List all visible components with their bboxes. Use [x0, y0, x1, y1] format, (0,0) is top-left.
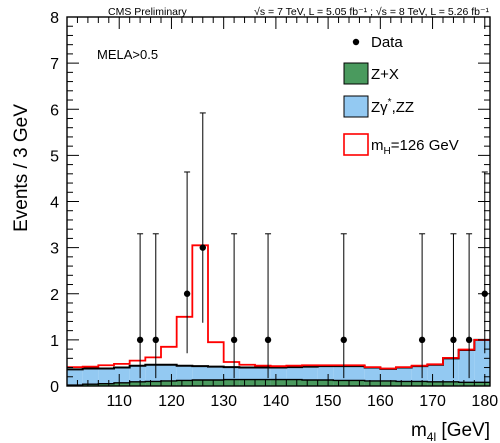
y-ticks: 0 1 2 3 4 5 6 7 8	[50, 10, 490, 396]
zx-bar	[333, 380, 349, 386]
zz-bar	[82, 368, 99, 386]
data-point	[136, 336, 144, 344]
legend-signal-label: mH=126 GeV	[371, 137, 459, 157]
legend-data-label: Data	[371, 34, 403, 51]
zx-bar	[286, 379, 302, 386]
y-axis-title: Events / 3 GeV	[11, 104, 32, 232]
zx-bar	[474, 382, 490, 386]
data-point	[199, 244, 206, 251]
data-points-layer	[136, 112, 488, 379]
zx-bar	[239, 379, 255, 386]
zx-bar	[129, 381, 146, 386]
zx-bar	[443, 381, 459, 386]
zz-bar	[427, 364, 443, 386]
histogram-layer	[67, 244, 490, 386]
zz-bar	[129, 365, 146, 386]
zx-bar	[270, 379, 287, 386]
data-point	[152, 336, 159, 344]
data-point	[183, 290, 191, 297]
zx-bar	[208, 380, 224, 386]
zz-bar	[67, 369, 83, 386]
data-point	[340, 336, 347, 344]
legend-signal-main: m	[371, 137, 384, 154]
signal-outline	[67, 244, 490, 370]
axes: 110 120 130 140 150 160 170 180 0 1 2 3 4 5 6 7 8	[50, 10, 498, 410]
zx-bar	[302, 380, 318, 386]
plot-frame	[66, 16, 491, 387]
zx-bar	[176, 380, 193, 386]
x-tick-label: 110	[106, 393, 132, 410]
data-point	[230, 336, 238, 344]
header-right-label: √s = 7 TeV, L = 5.05 fb⁻¹ ; √s = 8 TeV, …	[254, 6, 489, 18]
zx-bar	[349, 380, 365, 386]
data-point	[264, 336, 272, 344]
zz-bar	[443, 358, 459, 386]
zx-bar	[411, 381, 428, 386]
zx-bar	[82, 384, 99, 386]
x-tick-label: 170	[419, 393, 446, 410]
zx-bar	[98, 383, 114, 386]
y-tick-label: 8	[50, 10, 59, 27]
zx-bar	[380, 380, 396, 386]
x-ticks: 110 120 130 140 150 160 170 180	[76, 17, 498, 410]
y-tick-label: 2	[50, 287, 59, 304]
x-axis-title-main: m	[411, 420, 427, 441]
zx-bar	[458, 382, 475, 386]
legend-zz-label: Zγ*,ZZ	[371, 97, 414, 116]
x-tick-label: 180	[471, 393, 498, 410]
legend: Data Z+X Zγ*,ZZ mH=126 GeV	[343, 34, 459, 157]
y-tick-label: 3	[50, 241, 59, 258]
x-tick-label: 140	[263, 393, 290, 410]
cut-label: MELA>0.5	[97, 47, 158, 62]
zx-bar	[192, 380, 208, 386]
y-tick-label: 0	[50, 379, 59, 396]
legend-zz-tail: ,ZZ	[392, 99, 415, 116]
zz-bar	[458, 350, 475, 386]
zx-bar	[114, 382, 130, 386]
x-tick-label: 160	[367, 393, 394, 410]
legend-zz-swatch	[343, 95, 369, 118]
header-left-label: CMS Preliminary	[108, 6, 188, 18]
data-point	[450, 336, 457, 344]
legend-data-marker	[352, 38, 360, 46]
legend-zz-sup: *	[388, 97, 392, 108]
legend-signal-sub: H	[384, 146, 391, 157]
x-axis-title-unit: [GeV]	[436, 420, 490, 441]
x-tick-label: 130	[210, 393, 237, 410]
legend-zx-label: Z+X	[371, 66, 399, 83]
legend-signal-tail: =126 GeV	[391, 137, 459, 154]
zx-bar	[427, 381, 443, 386]
x-axis-title-sub: 4l	[427, 430, 436, 443]
data-point	[418, 336, 426, 344]
zx-bar	[223, 379, 240, 386]
zx-bar	[364, 380, 381, 386]
x-tick-label: 120	[158, 393, 185, 410]
legend-signal-swatch	[343, 133, 369, 156]
legend-zx-swatch	[343, 62, 369, 85]
y-tick-label: 1	[50, 333, 59, 350]
y-tick-label: 5	[50, 148, 59, 165]
y-tick-label: 6	[50, 102, 59, 119]
zx-bar	[161, 380, 177, 386]
zz-bar	[98, 368, 114, 386]
y-tick-label: 4	[50, 195, 59, 212]
zx-bar	[145, 381, 161, 386]
legend-zz-main: Zγ	[371, 99, 388, 116]
x-tick-label: 150	[315, 393, 342, 410]
zx-bar	[396, 381, 412, 386]
zx-bar	[317, 380, 334, 386]
y-tick-label: 7	[50, 56, 59, 73]
zz-bar	[474, 339, 490, 386]
zz-bar	[114, 367, 130, 386]
x-axis-title: m4l [GeV]	[411, 420, 490, 443]
data-point	[465, 336, 473, 344]
zx-bar	[255, 379, 271, 386]
